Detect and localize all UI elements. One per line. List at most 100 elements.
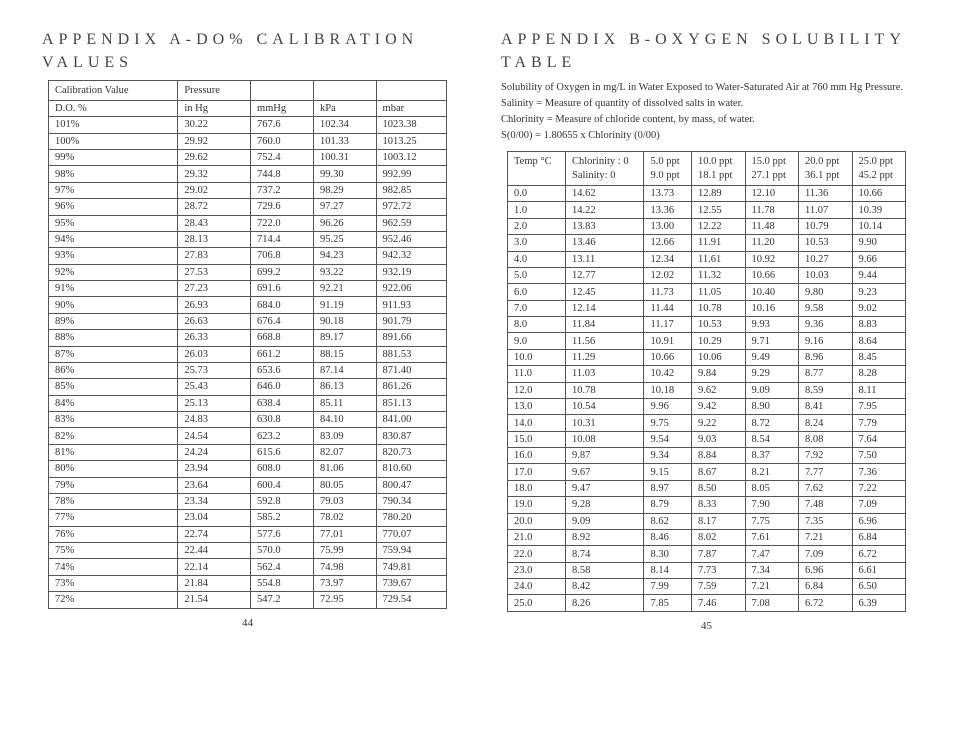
table-cell: 96.26: [313, 215, 376, 231]
table-cell: 12.10: [745, 186, 798, 202]
table-row: 77%23.04585.278.02780.20: [49, 510, 447, 526]
table-cell: 19.0: [508, 497, 566, 513]
table-cell: 8.21: [745, 464, 798, 480]
table-cell: 9.84: [692, 366, 745, 382]
table-cell: 9.44: [852, 267, 906, 283]
table-cell: 8.24: [799, 415, 852, 431]
table-cell: 646.0: [250, 379, 313, 395]
page-number-left: 44: [42, 617, 453, 629]
table-cell: 9.90: [852, 235, 906, 251]
table-row: 99%29.62752.4100.311003.12: [49, 150, 447, 166]
table-cell: 8.90: [745, 398, 798, 414]
table-cell: 80.05: [313, 477, 376, 493]
table-cell: 79%: [49, 477, 178, 493]
table-cell: 7.79: [852, 415, 906, 431]
table-cell: 891.66: [376, 330, 446, 346]
table-cell: 12.02: [644, 267, 692, 283]
table-cell: 9.22: [692, 415, 745, 431]
table-cell: 9.42: [692, 398, 745, 414]
table-cell: 623.2: [250, 428, 313, 444]
table-cell: 6.50: [852, 579, 906, 595]
table-cell: 1023.38: [376, 117, 446, 133]
table-cell: 101.33: [313, 133, 376, 149]
table-cell: 29.02: [178, 182, 251, 198]
table-cell: 8.05: [745, 480, 798, 496]
table-cell: 78%: [49, 493, 178, 509]
table-cell: 12.34: [644, 251, 692, 267]
table-cell: 16.0: [508, 448, 566, 464]
table-cell: 28.43: [178, 215, 251, 231]
table-cell: 7.34: [745, 562, 798, 578]
table-row: 74%22.14562.474.98749.81: [49, 559, 447, 575]
table-cell: 9.62: [692, 382, 745, 398]
table-cell: 25.73: [178, 362, 251, 378]
table-cell: 729.54: [376, 592, 446, 608]
table-cell: 9.15: [644, 464, 692, 480]
table-cell: 8.26: [566, 595, 644, 611]
table-row: 84%25.13638.485.11851.13: [49, 395, 447, 411]
table-cell: 28.13: [178, 231, 251, 247]
table-cell: 91.19: [313, 297, 376, 313]
table-cell: 820.73: [376, 444, 446, 460]
table-subheader: kPa: [313, 100, 376, 116]
table-cell: 24.54: [178, 428, 251, 444]
table-cell: 9.80: [799, 284, 852, 300]
table-row: 15.010.089.549.038.548.087.64: [508, 431, 906, 447]
table-cell: 10.29: [692, 333, 745, 349]
page-number-right: 45: [501, 620, 912, 632]
table-cell: 1.0: [508, 202, 566, 218]
table-cell: 8.50: [692, 480, 745, 496]
table-cell: 9.02: [852, 300, 906, 316]
table-cell: 10.06: [692, 349, 745, 365]
table-cell: 8.42: [566, 579, 644, 595]
table-cell: 80%: [49, 461, 178, 477]
table-cell: 6.96: [799, 562, 852, 578]
table-cell: 75%: [49, 543, 178, 559]
table-cell: 14.22: [566, 202, 644, 218]
table-cell: 89%: [49, 313, 178, 329]
table-cell: 7.75: [745, 513, 798, 529]
table-cell: 7.47: [745, 546, 798, 562]
table-cell: 75.99: [313, 543, 376, 559]
table-cell: 547.2: [250, 592, 313, 608]
table-cell: 901.79: [376, 313, 446, 329]
table-cell: 841.00: [376, 412, 446, 428]
table-cell: 5.0: [508, 267, 566, 283]
table-header: [250, 81, 313, 101]
table-row: 11.011.0310.429.849.298.778.28: [508, 366, 906, 382]
table-row: 22.08.748.307.877.477.096.72: [508, 546, 906, 562]
table-cell: 10.08: [566, 431, 644, 447]
table-cell: 77%: [49, 510, 178, 526]
table-cell: 100%: [49, 133, 178, 149]
table-cell: 12.89: [692, 186, 745, 202]
table-cell: 11.56: [566, 333, 644, 349]
table-cell: 9.47: [566, 480, 644, 496]
table-cell: 12.66: [644, 235, 692, 251]
table-cell: 810.60: [376, 461, 446, 477]
appendix-b-title: APPENDIX B-OXYGEN SOLUBILITY TABLE: [501, 28, 912, 74]
table-cell: 11.36: [799, 186, 852, 202]
table-cell: 8.28: [852, 366, 906, 382]
table-cell: 722.0: [250, 215, 313, 231]
table-cell: 739.67: [376, 575, 446, 591]
table-cell: 7.0: [508, 300, 566, 316]
table-cell: 15.0: [508, 431, 566, 447]
table-cell: 767.6: [250, 117, 313, 133]
table-cell: 81.06: [313, 461, 376, 477]
table-cell: 10.27: [799, 251, 852, 267]
table-cell: 577.6: [250, 526, 313, 542]
table-cell: 600.4: [250, 477, 313, 493]
table-cell: 8.41: [799, 398, 852, 414]
table-cell: 7.36: [852, 464, 906, 480]
table-cell: 7.35: [799, 513, 852, 529]
appendix-a-table-wrap: Calibration ValuePressureD.O. %in HgmmHg…: [42, 80, 453, 608]
table-cell: 82%: [49, 428, 178, 444]
page-right: APPENDIX B-OXYGEN SOLUBILITY TABLE Solub…: [477, 28, 936, 718]
table-cell: 8.72: [745, 415, 798, 431]
table-row: 92%27.53699.293.22932.19: [49, 264, 447, 280]
table-cell: 11.07: [799, 202, 852, 218]
appendix-b-table-wrap: Temp °CChlorinity : 0Salinity: 05.0 ppt9…: [501, 151, 912, 611]
table-cell: 922.06: [376, 281, 446, 297]
table-subheader: mbar: [376, 100, 446, 116]
table-cell: 8.59: [799, 382, 852, 398]
